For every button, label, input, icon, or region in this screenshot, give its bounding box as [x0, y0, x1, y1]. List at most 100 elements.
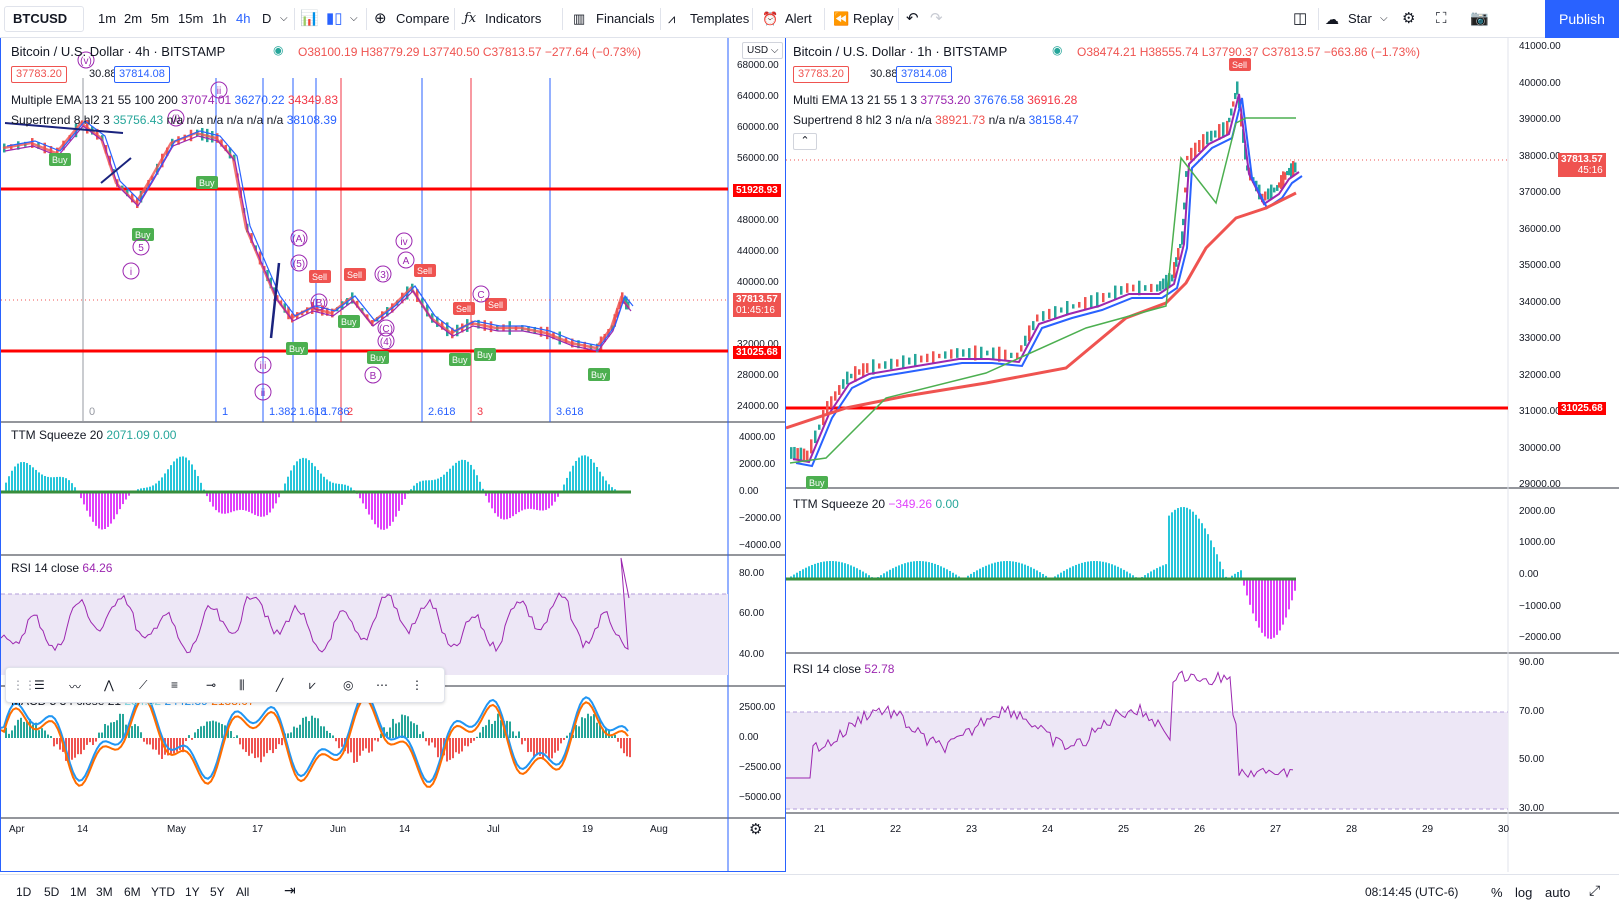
ttm-bar [323, 476, 325, 492]
interval-dropdown-icon[interactable]: ⌵ [280, 13, 288, 24]
drag-handle-icon[interactable]: ⋮⋮ [12, 678, 36, 692]
trendline-icon[interactable]: ╱ [276, 678, 284, 692]
range-5y[interactable]: 5Y [210, 885, 225, 899]
macd-tick: 2500.00 [739, 702, 776, 713]
fib-channel-icon[interactable]: ≡ [171, 678, 179, 692]
left-supertrend-legend[interactable]: Supertrend 8 hl2 3 35756.43 n/a n/a n/a … [11, 113, 337, 127]
left-bid-badge[interactable]: 37783.20 [11, 66, 67, 83]
replay-icon[interactable]: ⏪ [833, 11, 850, 26]
right-ask-badge[interactable]: 37814.08 [896, 66, 952, 83]
star-button[interactable]: Star [1348, 11, 1372, 26]
symbol-search[interactable]: BTCUSD [4, 6, 84, 32]
layout-icon[interactable]: ◫ [1293, 10, 1308, 27]
right-supertrend-legend[interactable]: Supertrend 8 hl2 3 n/a n/a 38921.73 n/a … [793, 113, 1079, 127]
right-ttm-legend[interactable]: TTM Squeeze 20 −349.26 0.00 [793, 497, 959, 511]
camera-icon[interactable]: 📷 [1470, 10, 1489, 27]
range-ytd[interactable]: YTD [151, 885, 175, 899]
candles-icon[interactable]: ▮▯ [326, 10, 343, 27]
interval-15m[interactable]: 15m [178, 11, 204, 26]
candle [1270, 184, 1273, 200]
scale-settings-icon[interactable]: ⤢ [1589, 882, 1601, 898]
right-chart-pane[interactable]: Buy Sell Bitcoin / U.S. Dollar · 1h · BIT… [786, 38, 1619, 872]
left-ask-badge[interactable]: 37814.08 [114, 66, 170, 83]
alert-icon[interactable]: ⏰ [762, 11, 779, 26]
replay-button[interactable]: Replay [853, 11, 894, 26]
bar-style-icon[interactable]: 📊 [300, 10, 319, 27]
collapse-legend-icon[interactable]: ⌃ [793, 133, 817, 150]
indicators-icon[interactable]: ƒx [464, 11, 477, 26]
financials-icon[interactable]: ▥ [573, 11, 586, 26]
macd-bar [233, 737, 235, 738]
range-5d[interactable]: 5D [44, 885, 60, 899]
right-chart-canvas[interactable]: Buy Sell [786, 38, 1619, 872]
undo-icon[interactable]: ↶ [906, 10, 919, 27]
range-1d[interactable]: 1D [16, 885, 32, 899]
range-3m[interactable]: 3M [96, 885, 113, 899]
range-1m[interactable]: 1M [70, 885, 87, 899]
ttm-bar [104, 492, 106, 529]
left-chart-canvas[interactable]: Buy Buy Buy Buy Buy Buy Buy Buy Buy Sell Sell Sell S… [1, 38, 786, 872]
chart-settings-gear-icon[interactable]: ⚙ [749, 821, 763, 838]
ttm-bar [239, 492, 241, 510]
compare-icon[interactable]: ⊕ [374, 10, 387, 27]
ttm-bar [1111, 564, 1113, 579]
left-ema-legend[interactable]: Multiple EMA 13 21 55 100 200 37074.01 3… [11, 93, 338, 107]
right-ema-legend[interactable]: Multi EMA 13 21 55 1 3 37753.20 37676.58… [793, 93, 1077, 107]
right-rsi-legend[interactable]: RSI 14 close 52.78 [793, 662, 894, 676]
chart-type-dropdown-icon[interactable]: ⌵ [350, 13, 358, 24]
ttm-bar [452, 465, 454, 492]
left-chart-pane[interactable]: Buy Buy Buy Buy Buy Buy Buy Buy Buy Sell Sell Sell S… [0, 38, 786, 872]
layout-dropdown-icon[interactable]: ⌵ [1380, 13, 1388, 24]
indicators-button[interactable]: Indicators [485, 11, 542, 26]
candle [1032, 321, 1035, 331]
range-1y[interactable]: 1Y [185, 885, 200, 899]
candle [796, 448, 799, 461]
templates-icon[interactable]: ⩘ [668, 11, 676, 26]
range-all[interactable]: All [236, 885, 250, 899]
interval-5m[interactable]: 5m [151, 11, 170, 26]
spiral-icon[interactable]: ◎ [343, 678, 354, 692]
macd-bar [317, 718, 319, 738]
log-toggle[interactable]: log [1515, 885, 1533, 900]
range-6m[interactable]: 6M [124, 885, 141, 899]
redo-icon[interactable]: ↷ [930, 10, 943, 27]
financials-button[interactable]: Financials [596, 11, 655, 26]
compare-button[interactable]: Compare [396, 11, 450, 26]
percent-toggle[interactable]: % [1491, 885, 1503, 900]
gann-icon[interactable]: ⫼ [239, 678, 245, 692]
interval-d[interactable]: D [262, 11, 272, 26]
candle [1144, 285, 1147, 291]
currency-dropdown[interactable]: USD ⌵ [742, 42, 784, 59]
publish-button[interactable]: Publish [1545, 0, 1619, 38]
horizontal-ray-icon[interactable]: ⊸ [206, 678, 217, 692]
left-ttm-legend[interactable]: TTM Squeeze 20 2071.09 0.00 [11, 428, 176, 442]
candle [862, 363, 865, 377]
auto-toggle[interactable]: auto [1545, 885, 1571, 900]
left-rsi-legend[interactable]: RSI 14 close 64.26 [11, 561, 112, 575]
interval-1m[interactable]: 1m [98, 11, 117, 26]
candle [1132, 284, 1135, 292]
pattern-icon[interactable]: ⩗ [309, 678, 316, 692]
abc-pattern-icon[interactable]: ⋀ [104, 678, 114, 692]
fib-timezone-icon[interactable]: ⋯ [376, 678, 388, 692]
horizontal-lines-icon[interactable]: ☰ [34, 678, 45, 692]
top-toolbar: BTCUSD 1m 2m 5m 15m 1h 4h D ⌵ 📊 ▮▯ ⌵ ⊕ C… [0, 0, 1619, 38]
ttm-bar [997, 561, 999, 579]
wave-label: i [130, 267, 132, 278]
price-range-icon[interactable]: ⋮ [411, 678, 423, 692]
candle [834, 391, 837, 401]
right-bid-badge[interactable]: 37783.20 [793, 66, 849, 83]
ttm-bar [161, 477, 163, 492]
wave-icon[interactable]: 〰 [69, 680, 82, 694]
goto-date-icon[interactable]: ⇥ [284, 882, 296, 898]
fullscreen-icon[interactable]: ⛶ [1436, 10, 1447, 27]
templates-button[interactable]: Templates [690, 11, 750, 26]
cloud-icon[interactable]: ☁ [1325, 11, 1339, 27]
pitchfork-icon[interactable]: ⟋ [139, 678, 148, 692]
alert-button[interactable]: Alert [785, 11, 812, 26]
interval-2m[interactable]: 2m [124, 11, 143, 26]
interval-1h[interactable]: 1h [212, 11, 227, 26]
interval-4h[interactable]: 4h [236, 11, 251, 26]
settings-icon[interactable]: ⚙ [1402, 10, 1416, 27]
ttm-bar [350, 487, 352, 492]
